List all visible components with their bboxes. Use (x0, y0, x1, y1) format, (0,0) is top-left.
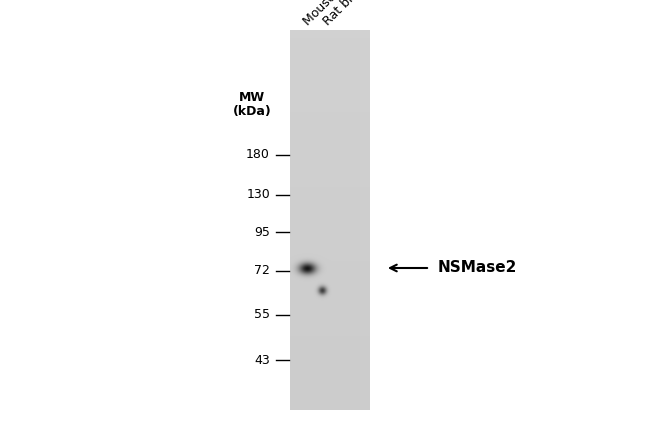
Text: 180: 180 (246, 149, 270, 162)
Text: 72: 72 (254, 265, 270, 278)
Text: Mouse brain: Mouse brain (301, 0, 364, 28)
Text: 130: 130 (246, 189, 270, 201)
Text: 55: 55 (254, 308, 270, 322)
Text: MW: MW (239, 91, 265, 104)
Text: (kDa): (kDa) (233, 105, 272, 118)
Text: NSMase2: NSMase2 (438, 260, 517, 276)
Text: 43: 43 (254, 354, 270, 366)
Text: Rat brain: Rat brain (321, 0, 370, 28)
Text: 95: 95 (254, 225, 270, 238)
